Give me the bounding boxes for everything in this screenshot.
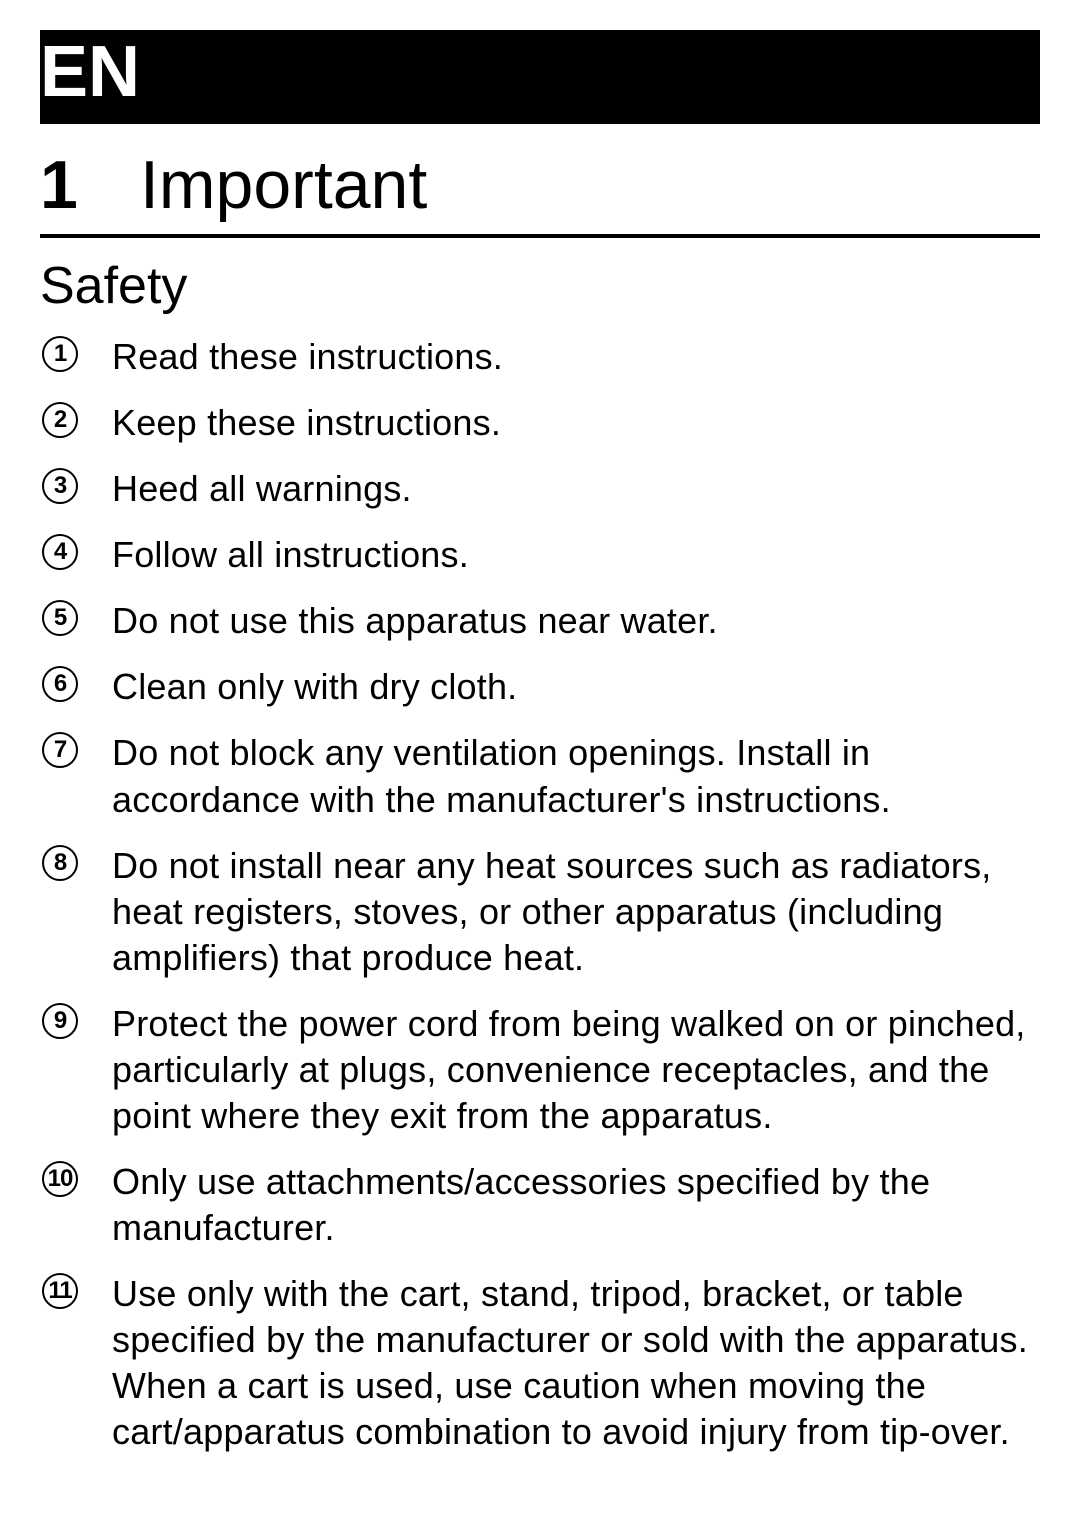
item-text: Follow all instructions. — [112, 532, 469, 578]
item-text: Read these instructions. — [112, 334, 503, 380]
safety-list: 1 Read these instructions. 2 Keep these ins… — [40, 334, 1040, 1456]
item-number-circle: 2 — [42, 402, 78, 438]
list-item: 10 Only use attachments/accessories speci… — [40, 1159, 1040, 1251]
item-text: Do not use this apparatus near water. — [112, 598, 718, 644]
item-text: Protect the power cord from being walked… — [112, 1001, 1040, 1139]
list-item: 5 Do not use this apparatus near water. — [40, 598, 1040, 644]
list-item: 2 Keep these instructions. — [40, 400, 1040, 446]
subheading-safety: Safety — [40, 256, 1040, 316]
item-number-circle: 11 — [42, 1273, 78, 1309]
section-name: Important — [140, 146, 427, 224]
item-text: Do not install near any heat sources suc… — [112, 843, 1040, 981]
list-item: 1 Read these instructions. — [40, 334, 1040, 380]
language-banner: EN — [40, 30, 1040, 124]
item-number-circle: 9 — [42, 1003, 78, 1039]
list-item: 11 Use only with the cart, stand, tripod,… — [40, 1271, 1040, 1455]
item-number-circle: 8 — [42, 845, 78, 881]
item-text: Clean only with dry cloth. — [112, 664, 517, 710]
item-text: Keep these instructions. — [112, 400, 501, 446]
manual-page: EN 1 Important Safety 1 Read these instru… — [0, 0, 1080, 1532]
list-item: 3 Heed all warnings. — [40, 466, 1040, 512]
item-number-circle: 5 — [42, 600, 78, 636]
item-number-circle: 10 — [42, 1161, 78, 1197]
item-number-circle: 4 — [42, 534, 78, 570]
list-item: 9 Protect the power cord from being walke… — [40, 1001, 1040, 1139]
item-number-circle: 7 — [42, 732, 78, 768]
item-text: Only use attachments/accessories specifi… — [112, 1159, 1040, 1251]
section-number: 1 — [40, 146, 140, 224]
item-text: Do not block any ventilation openings. I… — [112, 730, 1040, 822]
list-item: 4 Follow all instructions. — [40, 532, 1040, 578]
item-text: Use only with the cart, stand, tripod, b… — [112, 1271, 1040, 1455]
language-code: EN — [40, 32, 140, 112]
section-title: 1 Important — [40, 146, 1040, 238]
item-number-circle: 1 — [42, 336, 78, 372]
list-item: 6 Clean only with dry cloth. — [40, 664, 1040, 710]
list-item: 7 Do not block any ventilation openings. … — [40, 730, 1040, 822]
item-number-circle: 3 — [42, 468, 78, 504]
list-item: 8 Do not install near any heat sources su… — [40, 843, 1040, 981]
item-text: Heed all warnings. — [112, 466, 412, 512]
item-number-circle: 6 — [42, 666, 78, 702]
